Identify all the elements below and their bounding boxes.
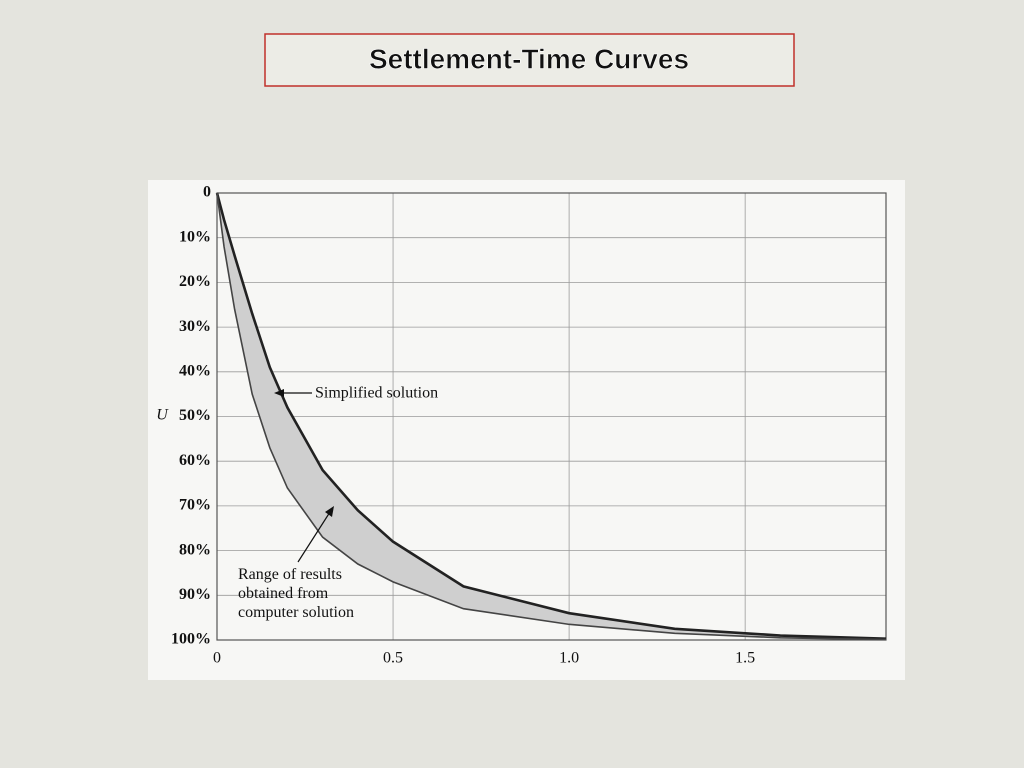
y-tick-label: 40%: [179, 362, 211, 379]
annotation: Range of results obtained from computer …: [238, 566, 354, 621]
y-axis-label: U: [156, 407, 169, 424]
y-tick-label: 50%: [179, 407, 211, 424]
y-tick-label: 20%: [179, 273, 211, 290]
y-tick-label: 10%: [179, 228, 211, 245]
y-tick-label: 80%: [179, 541, 211, 558]
x-tick-label: 1.0: [559, 650, 579, 667]
y-tick-label: 100%: [171, 631, 211, 648]
plot-frame: [216, 192, 887, 641]
x-tick-label: 1.5: [735, 650, 755, 667]
series-line: [215, 192, 887, 640]
arrow-head: [274, 389, 284, 397]
chart-title: Settlement-Time Curves: [369, 43, 689, 74]
annotation-arrow: [297, 511, 331, 563]
x-tick-label: 0: [213, 650, 221, 667]
arrow-head: [325, 506, 334, 517]
plot: 010%20%30%40%50%60%70%80%90%100%0 0.5 1.0 1…: [171, 184, 887, 667]
y-tick-label: 0: [203, 184, 211, 201]
y-tick-label: 30%: [179, 318, 211, 335]
title-box: [264, 33, 795, 87]
y-tick-label: 90%: [179, 586, 211, 603]
y-tick-label: 70%: [179, 497, 211, 514]
y-tick-label: 60%: [179, 452, 211, 469]
x-tick-label: 0.5: [383, 650, 403, 667]
series-line: [216, 192, 887, 641]
annotation-box: Range of results obtained from computer …: [238, 566, 354, 621]
annotation: Simplified solution: [315, 385, 438, 402]
